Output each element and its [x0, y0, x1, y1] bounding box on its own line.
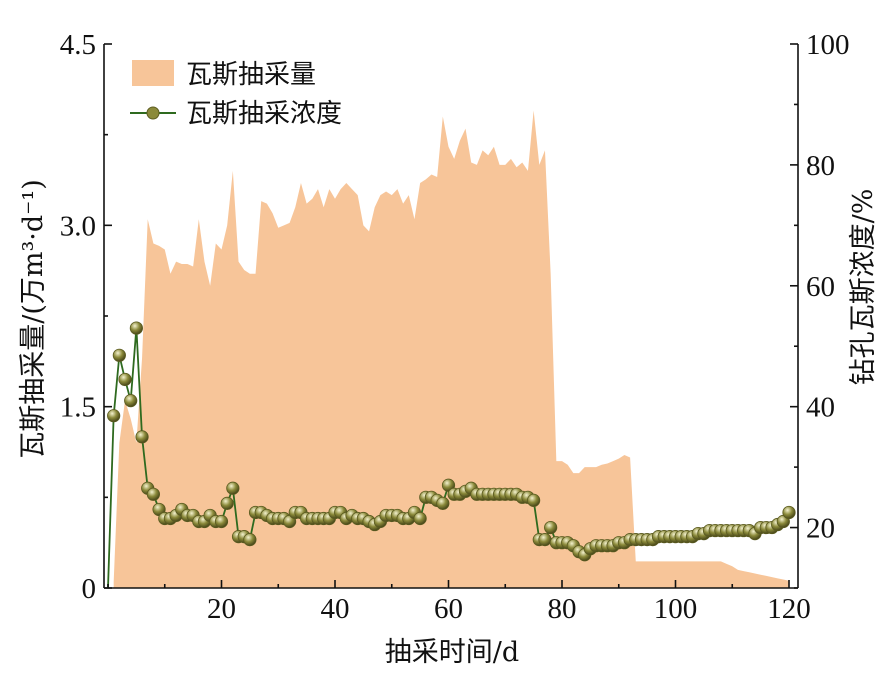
y-left-axis-title: 瓦斯抽采量/(万m³·d⁻¹) [18, 179, 49, 459]
concentration-point [527, 493, 541, 507]
y-right-tick-label: 20 [806, 513, 835, 545]
y-left-tick-label: 4.5 [60, 29, 96, 61]
x-tick-label: 40 [321, 593, 350, 625]
axes: 20 40 60 80 100 120 0 1.5 3.0 4.5 20 40 60 80 100 [60, 29, 850, 625]
concentration-point [243, 533, 257, 547]
concentration-point [135, 430, 149, 444]
legend: 瓦斯抽采量 瓦斯抽采浓度 [130, 60, 342, 129]
concentration-point [436, 496, 450, 510]
concentration-point [226, 481, 240, 495]
plot-area [107, 110, 796, 589]
legend-swatch-area [132, 60, 174, 86]
extraction-volume-area [113, 110, 790, 589]
x-tick-label: 20 [207, 593, 236, 625]
concentration-point [124, 394, 138, 408]
concentration-point [214, 514, 229, 529]
legend-label-area: 瓦斯抽采量 [186, 60, 316, 90]
y-left-tick-label: 0 [82, 573, 97, 605]
x-tick-label: 120 [767, 593, 811, 625]
x-axis-title: 抽采时间/d [385, 637, 519, 668]
concentration-point [112, 348, 126, 362]
legend-swatch-marker [146, 106, 160, 120]
concentration-point [129, 321, 143, 335]
y-right-axis-title: 钻孔瓦斯浓度/% [848, 189, 879, 386]
y-right-tick-label: 80 [806, 150, 835, 182]
y-right-tick-label: 60 [806, 271, 835, 303]
concentration-point [538, 533, 552, 547]
y-right-tick-label: 40 [806, 392, 835, 424]
x-tick-label: 80 [548, 593, 577, 625]
concentration-point [146, 487, 160, 501]
concentration-point [782, 505, 796, 520]
concentration-point [107, 409, 121, 423]
concentration-point [118, 372, 132, 387]
x-tick-label: 60 [434, 593, 463, 625]
concentration-point [413, 511, 427, 526]
y-left-tick-label: 3.0 [60, 210, 96, 242]
y-right-tick-label: 100 [806, 29, 850, 61]
legend-label-line: 瓦斯抽采浓度 [186, 99, 342, 129]
y-left-tick-label: 1.5 [60, 392, 96, 424]
concentration-point [544, 520, 558, 535]
concentration-point [220, 496, 234, 510]
x-tick-label: 100 [654, 593, 698, 625]
